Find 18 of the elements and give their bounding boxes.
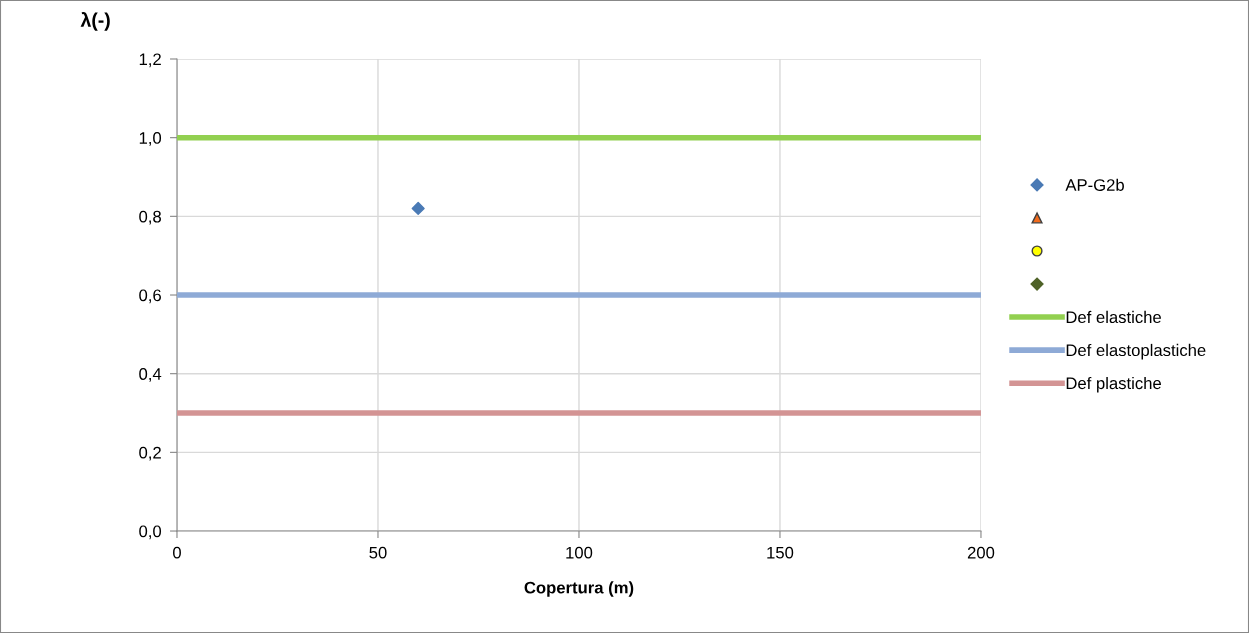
x-tick-label: 200	[967, 546, 995, 559]
x-tick-label: 50	[369, 546, 387, 559]
legend-label: Def plastiche	[1066, 376, 1161, 393]
y-tick-label: 1,2	[139, 53, 161, 68]
y-tick-label: 0,6	[139, 289, 161, 304]
x-tick-label: 150	[767, 546, 794, 559]
y-tick-label: 0,8	[139, 210, 161, 225]
legend-label: AP-G2b	[1065, 178, 1124, 191]
y-tick-label: 0,0	[139, 525, 162, 540]
legend-label: Def elastiche	[1066, 310, 1161, 324]
y-tick-label: 1,0	[139, 132, 162, 146]
legend-label: Def elastoplastiche	[1066, 343, 1206, 360]
y-tick-label: 0,2	[139, 446, 161, 461]
y-axis-title: λ(-)	[80, 12, 110, 31]
x-tick-label: 100	[566, 546, 593, 559]
y-tick-label: 0,4	[139, 368, 162, 382]
x-axis-title: Copertura (m)	[524, 581, 634, 597]
x-tick-label: 0	[173, 546, 181, 559]
